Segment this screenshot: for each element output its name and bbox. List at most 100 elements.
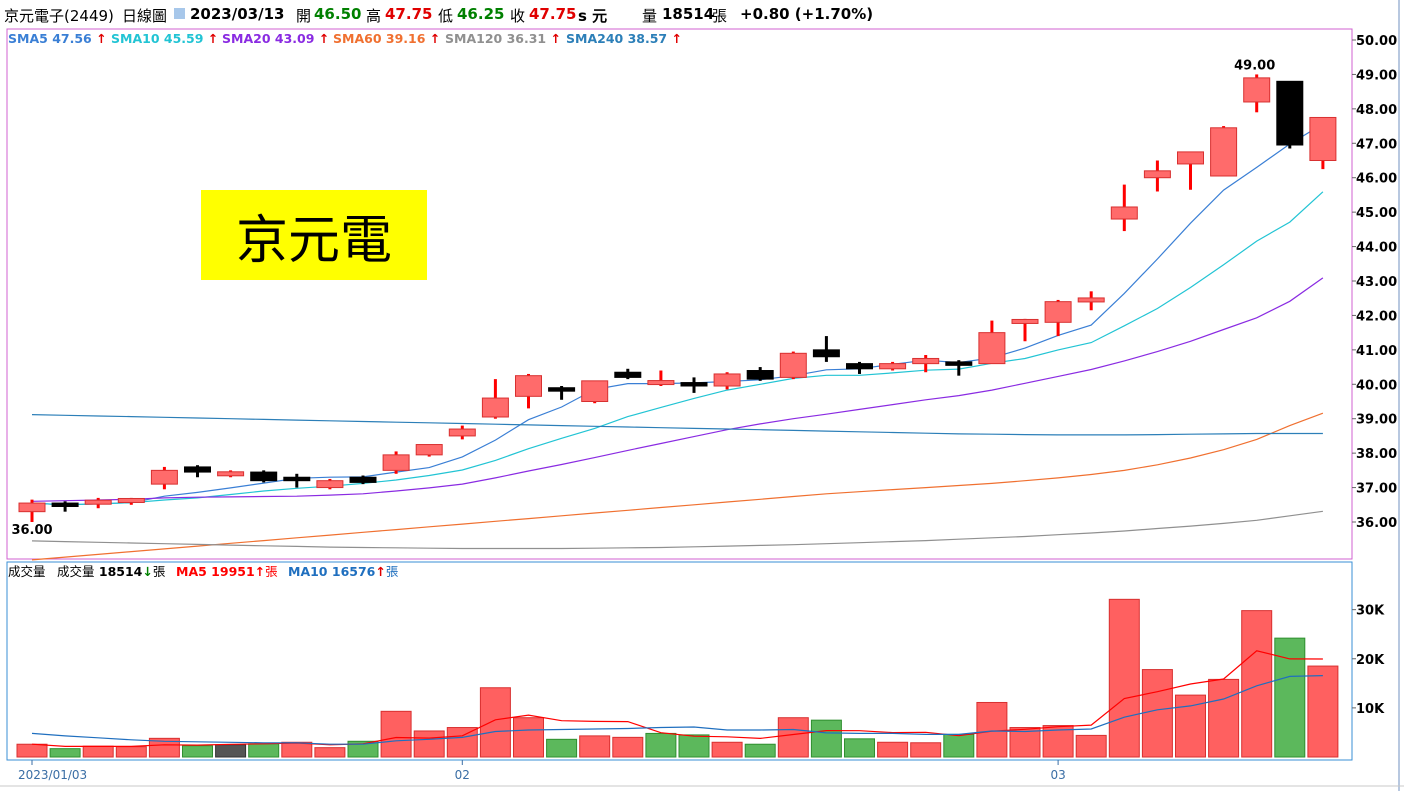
volume-bar (148, 737, 180, 758)
candle (1309, 116, 1337, 170)
volume-bar (115, 746, 147, 758)
volume-bar (380, 710, 412, 758)
volume-bar (910, 742, 942, 758)
volume-bar (16, 743, 48, 758)
volume-bar (678, 734, 710, 758)
volume-bar (1009, 727, 1041, 758)
volume-bar (182, 745, 213, 758)
candle (978, 320, 1006, 365)
price-unit: s 元 (578, 7, 608, 25)
candle-body (614, 371, 642, 378)
candle-body (1143, 170, 1171, 179)
volume-bar (844, 738, 875, 758)
volume-unit: 張 (712, 7, 728, 25)
price-tick-label: 41.00 (1356, 344, 1397, 359)
volume-value: 18514 (662, 5, 715, 23)
sma20-line (31, 277, 1324, 502)
x-tick-label: 02 (455, 768, 470, 782)
volume-bar (943, 733, 975, 758)
candle (515, 373, 542, 409)
price-panel-frame (6, 28, 1353, 560)
candle-body (1044, 301, 1072, 323)
volume-bar (347, 740, 379, 758)
volume-bar (314, 747, 346, 758)
calendar-icon[interactable] (174, 8, 185, 19)
volume-tick-label: 30K (1356, 604, 1385, 619)
candle-body (1210, 127, 1238, 177)
x-tick-label: 2023/01/03 (18, 768, 87, 782)
candle-body (746, 370, 774, 380)
candle (713, 372, 741, 390)
candle (1210, 126, 1238, 177)
candle (1243, 74, 1271, 113)
sma10-legend: SMA10 45.59 ↑ (111, 31, 218, 46)
candle-body (978, 332, 1006, 365)
volume-legend-ma10: MA10 16576↑張 (288, 564, 399, 579)
candle-body (316, 480, 344, 489)
candle-body (1011, 318, 1039, 324)
sma-legend: SMA5 47.56 ↑ SMA10 45.59 ↑ SMA20 43.09 ↑… (8, 31, 682, 46)
candle (746, 367, 774, 381)
volume-bar (215, 744, 247, 758)
candle (217, 470, 245, 478)
volume-bar (976, 701, 1008, 758)
stock-banner (201, 190, 427, 280)
candle-body (84, 499, 112, 505)
axes: 50.00 49.00 48.00 47.00 46.00 45.00 44.00 43.00… (18, 34, 1397, 782)
volume-bar (1141, 669, 1173, 758)
candle (1011, 318, 1039, 342)
candle (779, 351, 807, 380)
candle-body (250, 471, 278, 482)
candle (448, 425, 476, 440)
volume-bar (1175, 694, 1206, 758)
candle-body (812, 349, 840, 358)
open-label: 開 (296, 7, 312, 25)
volume-ma5-line (31, 650, 1323, 748)
high-mark: 49.00 (1234, 58, 1275, 73)
candle-body (779, 352, 807, 378)
candle-body (879, 363, 907, 370)
candle (1276, 80, 1304, 149)
volume-tick-label: 10K (1356, 702, 1385, 717)
price-tick-label: 43.00 (1356, 275, 1397, 290)
volume-bar (1075, 734, 1107, 758)
volume-bar (479, 687, 511, 758)
volume-bar (1241, 610, 1273, 758)
sma120-line (31, 510, 1323, 550)
candle-body (448, 428, 476, 437)
candle (349, 475, 377, 485)
candle (184, 465, 211, 478)
candle (548, 386, 576, 400)
candle-body (117, 497, 145, 503)
candle-body (647, 380, 675, 386)
price-tick-label: 45.00 (1356, 206, 1397, 221)
sma20-legend: SMA20 43.09 ↑ (222, 31, 329, 46)
candle (382, 451, 410, 474)
price-tick-label: 38.00 (1356, 447, 1397, 462)
candle (1077, 291, 1105, 311)
volume-bar (49, 748, 81, 758)
volume-bar (877, 741, 909, 758)
candle (680, 377, 708, 393)
period-label: 日線圖 (122, 7, 168, 25)
right-scroll-edge[interactable] (1398, 0, 1400, 791)
sma120-legend: SMA120 36.31 ↑ (445, 31, 561, 46)
candle (846, 361, 873, 374)
volume-bar (413, 730, 445, 758)
volume-legend-current: 成交量 18514↓張 (57, 564, 166, 579)
sma240-line (31, 414, 1323, 436)
candle (1143, 160, 1171, 192)
volume-bar (744, 743, 776, 758)
volume-legend: 成交量 成交量 18514↓張 MA5 19951↑張 MA10 16576↑張 (8, 564, 399, 579)
volume-bar (1274, 637, 1306, 758)
candle-body (945, 361, 973, 366)
volume-tick-label: 20K (1356, 653, 1385, 668)
volume-panel-frame (6, 561, 1353, 761)
candle (945, 360, 973, 376)
candle (283, 473, 311, 488)
candle-body (548, 387, 576, 392)
candle-body (1243, 77, 1271, 103)
candle-body (581, 380, 609, 403)
candle (1044, 299, 1072, 337)
